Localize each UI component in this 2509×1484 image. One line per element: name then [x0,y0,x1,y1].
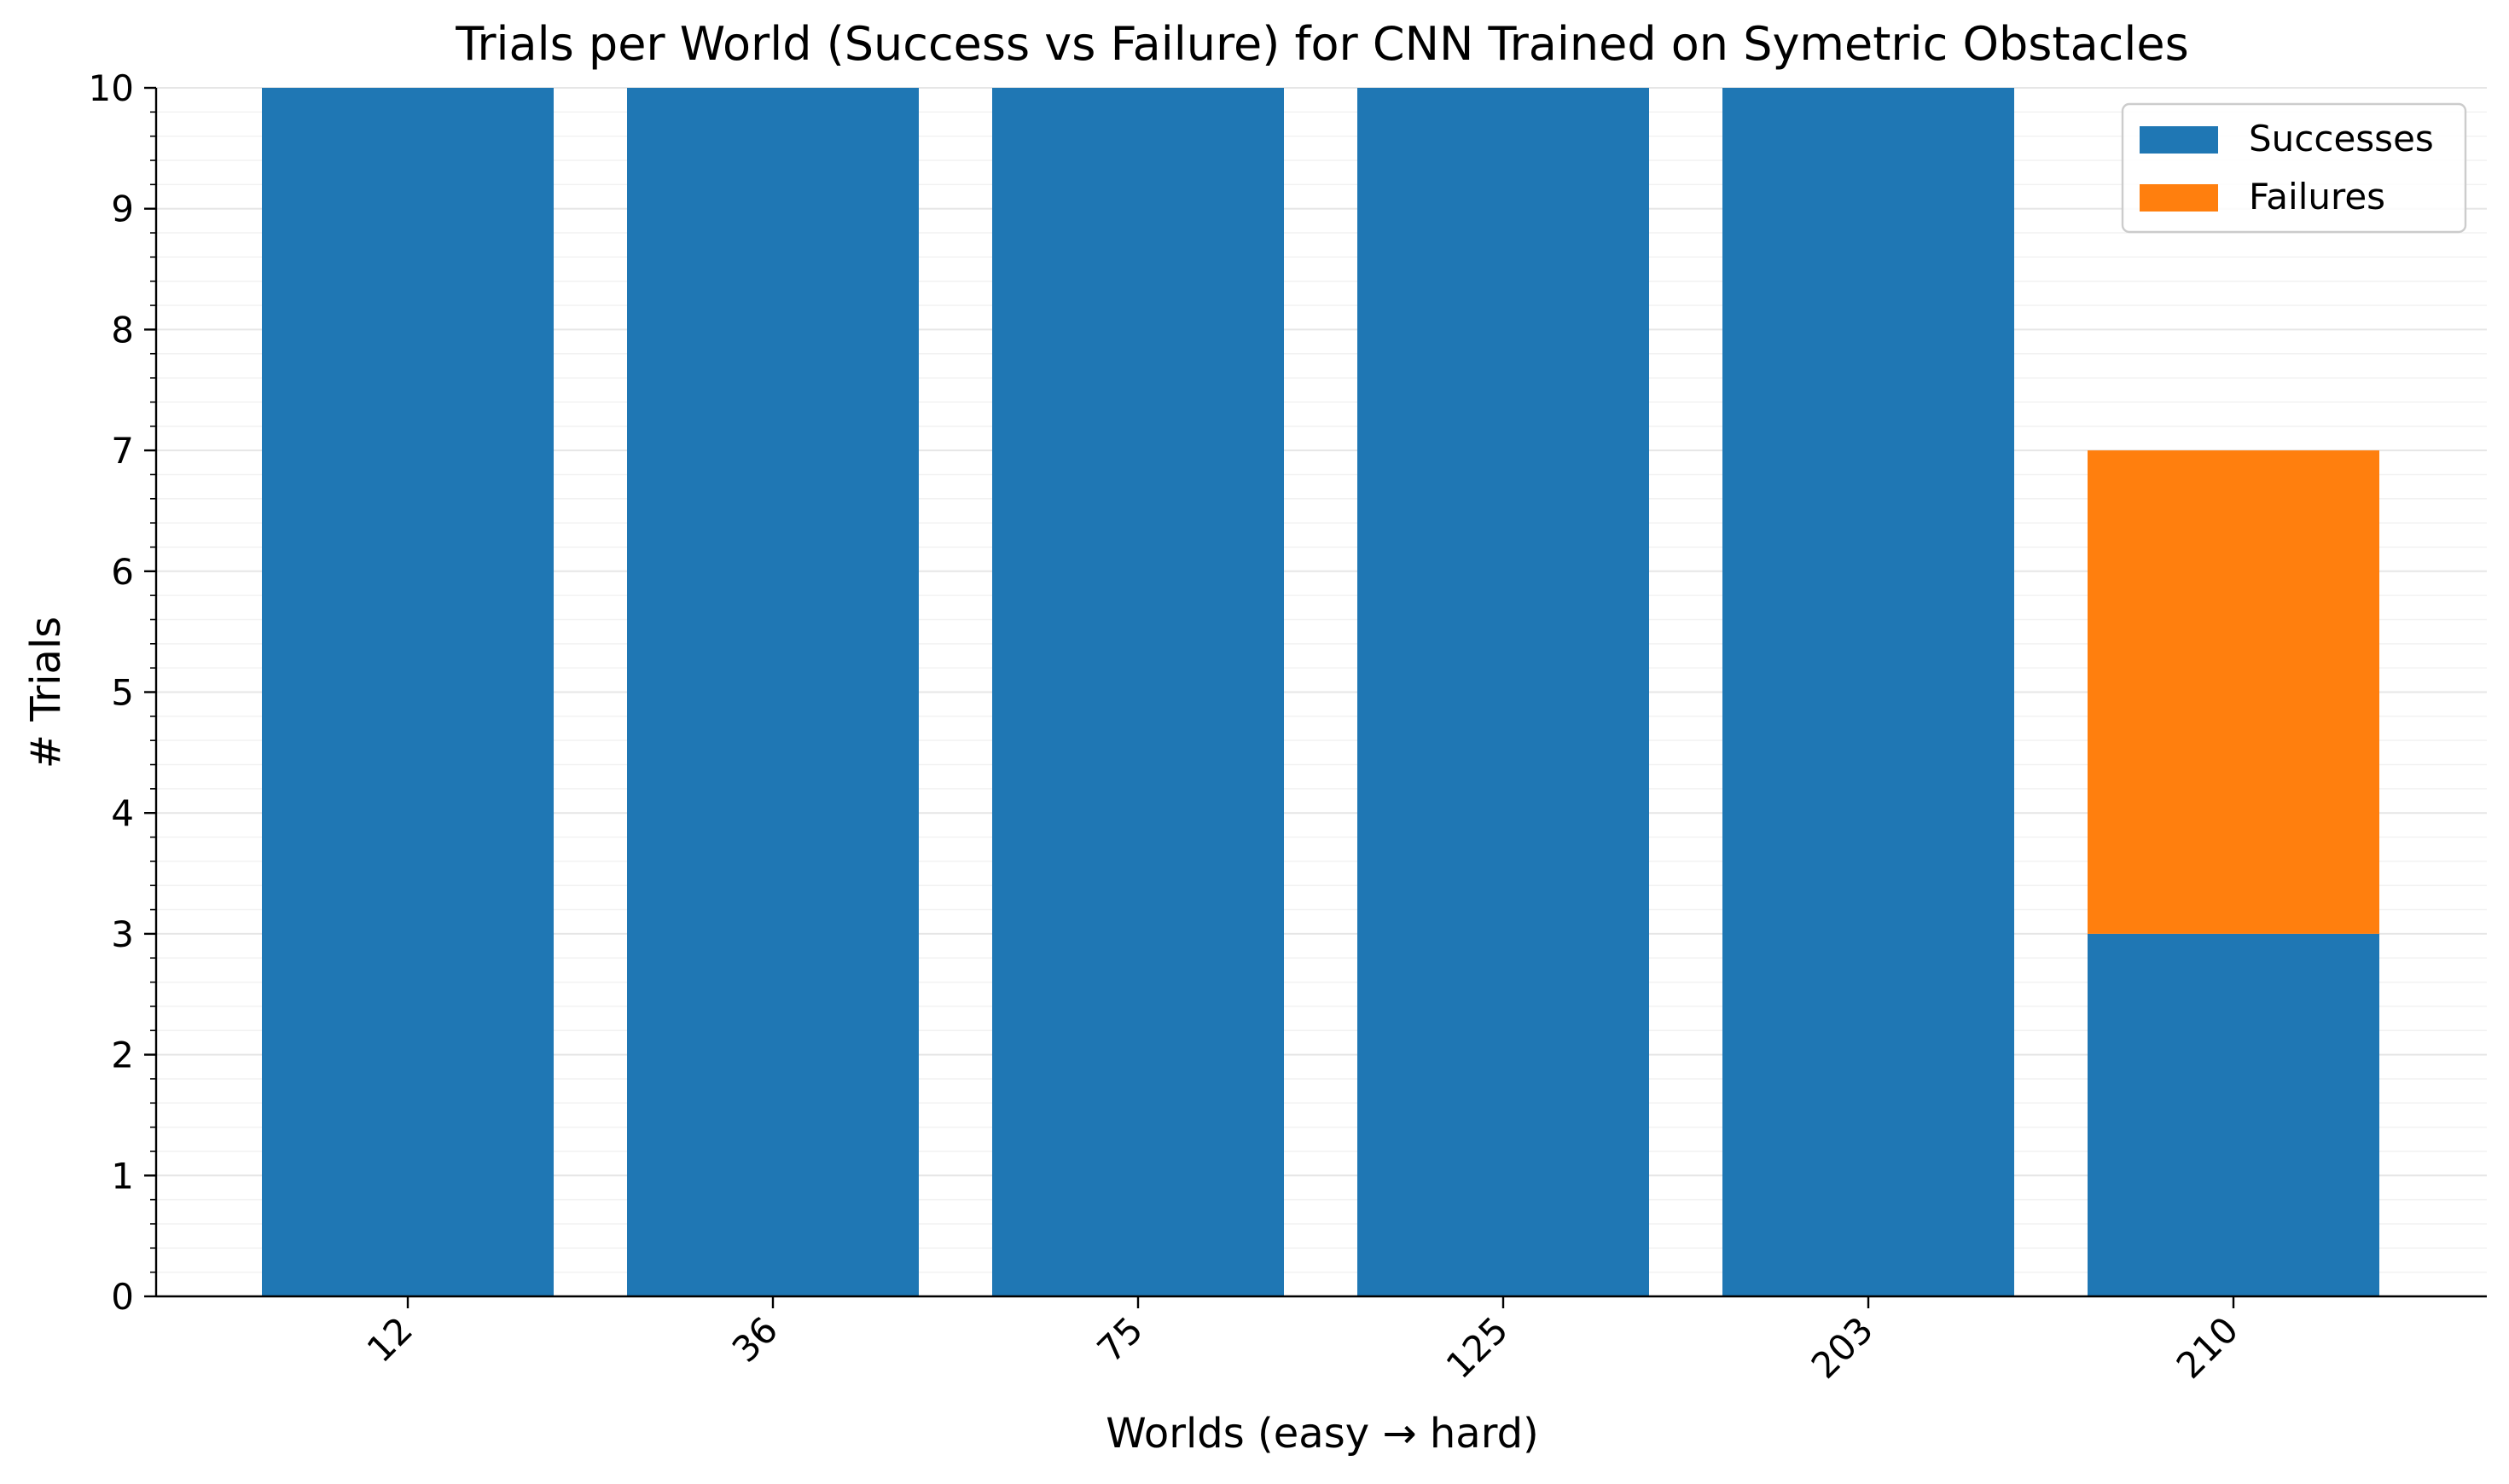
y-tick-label: 4 [111,792,134,834]
y-tick-label: 2 [111,1035,134,1076]
x-axis-label: Worlds (easy → hard) [1106,1410,1539,1458]
bar-successes-12 [262,88,554,1296]
bars [262,88,2379,1296]
y-tick-label: 3 [111,913,134,955]
y-tick-label: 1 [111,1155,134,1197]
x-tick-label: 36 [724,1308,786,1370]
y-tick-label: 5 [111,672,134,714]
bar-successes-203 [1722,88,2014,1296]
legend-swatch-successes [2140,126,2218,154]
x-tick-label: 125 [1438,1308,1516,1386]
y-tick-label: 0 [111,1276,134,1318]
bar-successes-36 [627,88,919,1296]
bar-failures-210 [2088,450,2379,934]
y-tick-label: 7 [111,430,134,472]
x-axis-ticks: 12 36 75 125 203 210 [359,1296,2246,1387]
y-tick-label: 10 [89,67,134,109]
y-axis-label: # Trials [22,617,70,769]
legend: Successes Failures [2121,102,2467,234]
y-tick-label: 9 [111,188,134,230]
bar-successes-125 [1357,88,1649,1296]
y-tick-label: 6 [111,551,134,593]
x-tick-label: 210 [2169,1308,2246,1386]
chart-title: Trials per World (Success vs Failure) fo… [455,17,2188,71]
x-tick-label: 75 [1089,1308,1151,1370]
legend-swatch-failures [2140,184,2218,212]
y-axis-ticks: 0 1 2 3 4 5 6 7 8 9 10 [89,67,156,1318]
x-tick-label: 12 [359,1308,421,1370]
x-tick-label: 203 [1803,1308,1881,1386]
legend-label-successes: Successes [2249,118,2434,159]
y-tick-label: 8 [111,309,134,351]
bar-successes-75 [992,88,1284,1296]
legend-label-failures: Failures [2249,176,2385,217]
bar-successes-210 [2088,933,2379,1296]
